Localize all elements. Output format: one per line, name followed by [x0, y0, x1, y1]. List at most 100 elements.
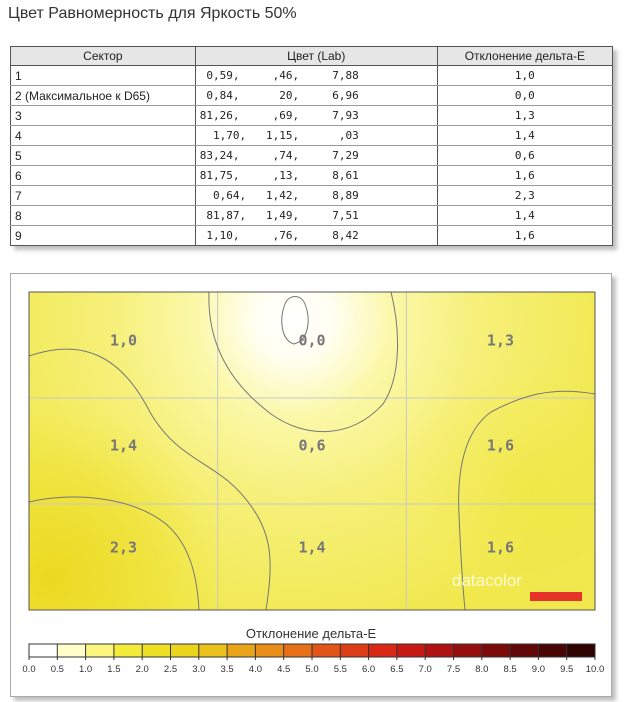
legend-tick-label: 0.0	[22, 664, 35, 675]
legend-swatch	[312, 644, 341, 657]
heatmap-cell-label: 1,0	[110, 332, 137, 350]
legend-swatch	[283, 644, 313, 657]
table-header-row: Сектор Цвет (Lab) Отклонение дельта-E	[10, 46, 614, 66]
legend-tick-label: 7.0	[419, 664, 432, 675]
header-sector: Сектор	[10, 46, 196, 66]
legend-tick-label: 3.0	[192, 664, 205, 675]
legend-swatch	[113, 644, 143, 657]
legend-tick-label: 8.0	[475, 664, 488, 675]
page-title: Цвет Равномерность для Яркость 50%	[8, 5, 297, 22]
heatmap-cell-label: 1,4	[110, 437, 137, 455]
legend-swatch	[425, 644, 454, 657]
legend-swatch	[340, 644, 370, 657]
cell-lab: 81,26, ,69, 7,93	[194, 105, 438, 126]
legend-tick-label: 8.5	[503, 664, 516, 675]
table-row: 3 81,26, ,69, 7,93 1,3	[10, 105, 614, 126]
table-row: 4 1,70, 1,15, ,03 1,4	[10, 125, 614, 146]
table-row: 9 1,10, ,76, 8,42 1,6	[10, 225, 614, 246]
uniformity-heatmap-svg: 1,0 0,0 1,3 1,4 0,6 1,6 2,3 1,4 1,6 datacolor От…	[22, 291, 605, 675]
cell-delta-e: 1,4	[436, 205, 614, 226]
cell-lab: 0,64, 1,42, 8,89	[194, 185, 438, 206]
header-delta-e: Отклонение дельта-E	[436, 46, 614, 66]
legend-swatch	[227, 644, 256, 657]
cell-sector: 9	[10, 225, 196, 246]
table-row: 6 81,75, ,13, 8,61 1,6	[10, 165, 614, 186]
legend-swatch	[538, 644, 568, 657]
contour-lines	[28, 291, 596, 611]
contour-line	[28, 348, 271, 611]
cell-delta-e: 1,0	[436, 65, 614, 86]
cell-sector: 2 (Максимальное к D65)	[10, 85, 196, 106]
cell-delta-e: 1,6	[436, 225, 614, 246]
color-scale-legend: 0.0 0.5 1.0 1.5 2.0 2.5 3.0 3.5 4.0 4.5 5.0 5.5 6.0 6…	[22, 643, 605, 675]
cell-sector: 1	[10, 65, 196, 86]
header-lab: Цвет (Lab)	[194, 46, 438, 66]
uniformity-chart: 1,0 0,0 1,3 1,4 0,6 1,6 2,3 1,4 1,6 datacolor От…	[10, 273, 612, 697]
legend-swatch	[453, 644, 483, 657]
legend-tick-label: 5.0	[305, 664, 318, 675]
table-row: 1 0,59, ,46, 7,88 1,0	[10, 65, 614, 86]
cell-delta-e: 0,6	[436, 145, 614, 166]
heatmap-warm-zone-right	[29, 292, 595, 610]
cell-sector: 7	[10, 185, 196, 206]
table-row: 2 (Максимальное к D65) 0,84, 20, 6,96 0,0	[10, 85, 614, 106]
legend-swatch	[255, 644, 285, 657]
legend-tick-label: 1.5	[107, 664, 120, 675]
cell-lab: 0,84, 20, 6,96	[194, 85, 438, 106]
datacolor-logo-bar	[530, 592, 582, 601]
contour-line	[458, 390, 596, 611]
datacolor-watermark: datacolor	[452, 571, 522, 590]
cell-lab: 1,10, ,76, 8,42	[194, 225, 438, 246]
heatmap-gridlines	[29, 292, 595, 610]
legend-swatch	[510, 644, 539, 657]
cell-lab: 81,75, ,13, 8,61	[194, 165, 438, 186]
cell-sector: 4	[10, 125, 196, 146]
contour-line	[28, 496, 200, 611]
heatmap-cell-label: 1,4	[298, 538, 325, 556]
legend-swatch	[170, 644, 200, 657]
legend-tick-label: 1.0	[79, 664, 92, 675]
cell-sector: 5	[10, 145, 196, 166]
legend-swatch	[198, 644, 228, 657]
legend-swatch	[85, 644, 115, 657]
cell-delta-e: 2,3	[436, 185, 614, 206]
heatmap-cell-label: 1,3	[487, 332, 514, 350]
cell-lab: 83,24, ,74, 7,29	[194, 145, 438, 166]
table-row: 5 83,24, ,74, 7,29 0,6	[10, 145, 614, 166]
cell-lab: 81,87, 1,49, 7,51	[194, 205, 438, 226]
legend-tick-label: 6.0	[362, 664, 375, 675]
legend-tick-label: 5.5	[334, 664, 347, 675]
heatmap-cell-label: 0,6	[298, 437, 325, 455]
cell-delta-e: 0,0	[436, 85, 614, 106]
heatmap-cell-label: 2,3	[110, 538, 137, 556]
heatmap-cell-label: 0,0	[298, 332, 325, 350]
legend-swatch	[29, 644, 58, 657]
heatmap-cell-label: 1,6	[487, 538, 514, 556]
legend-swatch	[57, 644, 87, 657]
legend-tick-label: 2.5	[164, 664, 177, 675]
table-row: 7 0,64, 1,42, 8,89 2,3	[10, 185, 614, 206]
legend-swatch	[481, 644, 511, 657]
legend-tick-label: 10.0	[586, 664, 605, 675]
cell-sector: 3	[10, 105, 196, 126]
heatmap-cell-label: 1,6	[487, 437, 514, 455]
legend-tick-label: 7.5	[447, 664, 460, 675]
legend-tick-label: 4.0	[249, 664, 262, 675]
legend-tick-label: 2.0	[136, 664, 149, 675]
legend-swatch	[142, 644, 171, 657]
cell-delta-e: 1,4	[436, 125, 614, 146]
cell-delta-e: 1,3	[436, 105, 614, 126]
contour-line	[208, 291, 399, 433]
heatmap-frame	[28, 291, 596, 611]
heatmap-cell-labels: 1,0 0,0 1,3 1,4 0,6 1,6 2,3 1,4 1,6	[110, 332, 514, 557]
legend-title: Отклонение дельта-E	[246, 626, 377, 641]
cell-sector: 6	[10, 165, 196, 186]
legend-tick-label: 3.5	[220, 664, 233, 675]
heatmap-plot: 1,0 0,0 1,3 1,4 0,6 1,6 2,3 1,4 1,6 datacolor	[28, 291, 596, 611]
cell-lab: 1,70, 1,15, ,03	[194, 125, 438, 146]
table-row: 8 81,87, 1,49, 7,51 1,4	[10, 205, 614, 226]
cell-sector: 8	[10, 205, 196, 226]
cell-delta-e: 1,6	[436, 165, 614, 186]
